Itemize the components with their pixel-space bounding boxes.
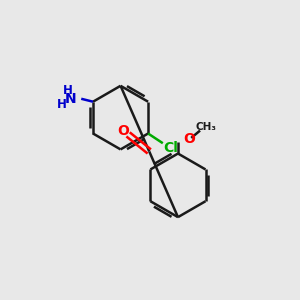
Text: H: H: [57, 98, 66, 111]
Text: N: N: [65, 92, 77, 106]
Text: Cl: Cl: [163, 141, 178, 155]
Text: O: O: [117, 124, 129, 138]
Text: O: O: [183, 132, 195, 146]
Text: H: H: [62, 84, 72, 97]
Text: CH₃: CH₃: [195, 122, 216, 132]
